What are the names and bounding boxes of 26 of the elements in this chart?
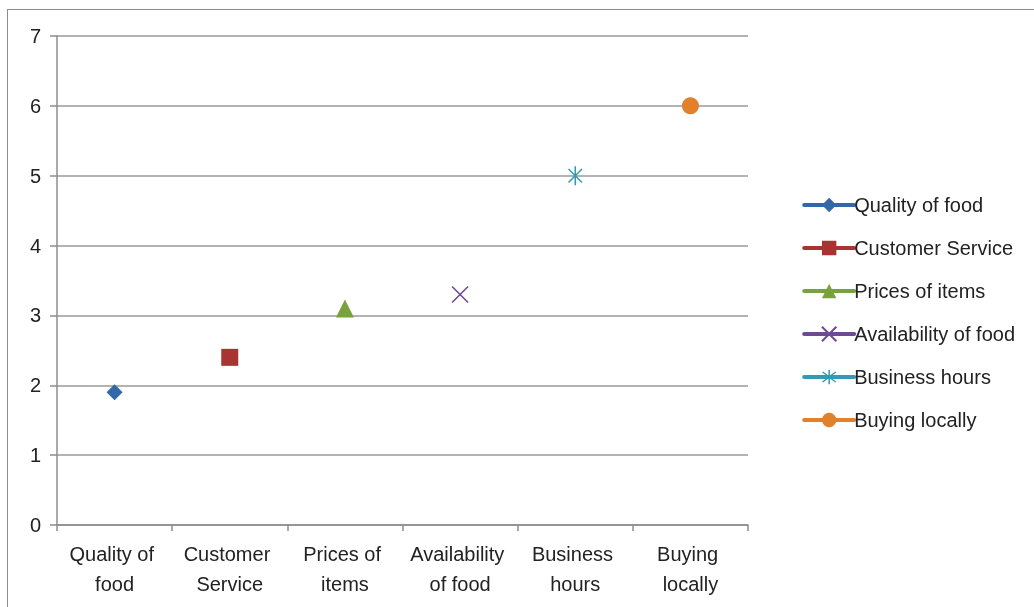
legend-label: Prices of items — [854, 280, 986, 302]
legend-label: Buying locally — [854, 409, 977, 431]
point — [221, 348, 239, 366]
x-tick-label: Business hours — [531, 543, 619, 595]
point — [567, 166, 583, 186]
x-tick-label: Quality of food — [69, 543, 160, 595]
legend-label: Quality of food — [854, 194, 984, 216]
x-tick-label: Buying locally — [657, 543, 724, 595]
x-tick-label: Availability of food — [410, 543, 510, 595]
y-tick-label: 0 — [29, 514, 41, 536]
y-tick-label: 2 — [29, 374, 41, 397]
legend-label: Customer Service — [854, 237, 1014, 259]
y-tick-label: 1 — [29, 444, 41, 467]
x-tick-label: Customer Service — [183, 543, 276, 595]
legend-label: Availability of food — [854, 323, 1015, 345]
legend-label: Business hours — [854, 366, 991, 388]
y-tick-label: 7 — [29, 25, 41, 47]
point — [335, 299, 354, 318]
point — [451, 285, 469, 304]
y-tick-label: 4 — [29, 234, 41, 257]
y-tick-label: 6 — [29, 94, 41, 117]
y-tick-label: 3 — [29, 304, 41, 327]
point — [681, 97, 699, 115]
y-tick-label: 5 — [29, 164, 41, 187]
point — [106, 384, 123, 401]
x-tick-label: Prices of items — [303, 543, 387, 595]
